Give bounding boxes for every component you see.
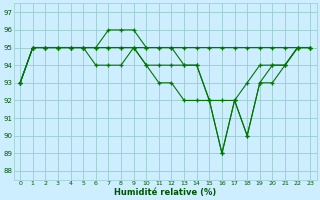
X-axis label: Humidité relative (%): Humidité relative (%) [114, 188, 216, 197]
